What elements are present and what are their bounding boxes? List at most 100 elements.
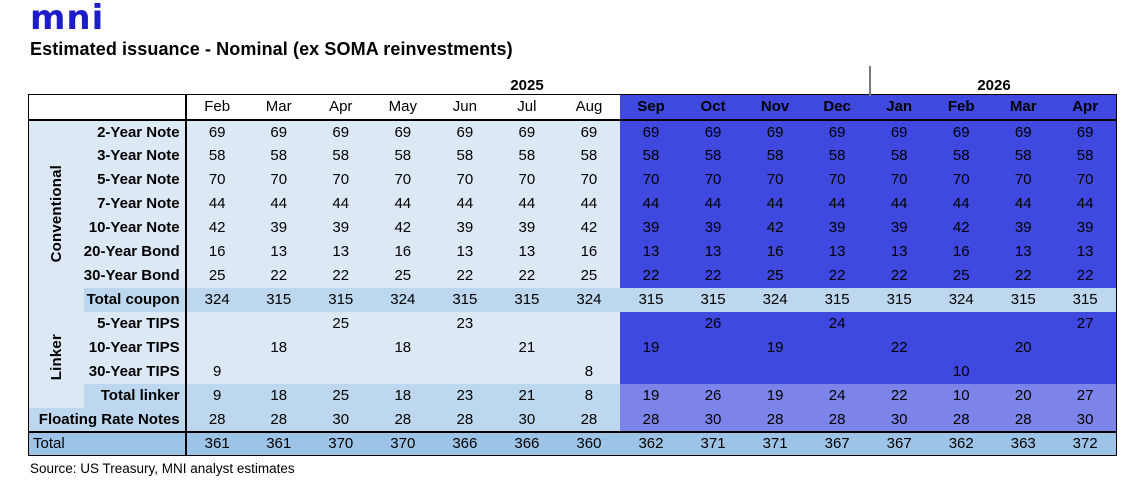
cell: 315: [806, 287, 869, 312]
cell: [557, 311, 620, 336]
cell: 19: [744, 335, 807, 360]
month-header-apr-2025: Apr: [309, 94, 372, 121]
cell: 22: [619, 263, 683, 288]
cell: 70: [433, 167, 496, 192]
cell: 13: [1054, 239, 1117, 264]
table-row: 3-Year Note 58 58 58 58 58 58 58 58 58 58 58 58 58 58 5…: [29, 143, 1117, 168]
row-label: Total coupon: [83, 287, 187, 312]
cell: 324: [557, 287, 620, 312]
report-page: mni Estimated issuance - Nominal (ex SOM…: [0, 1, 1122, 476]
cell: 69: [557, 119, 620, 144]
month-header-jun-2025: Jun: [433, 94, 496, 121]
month-header-jan-2026: Jan: [868, 94, 931, 121]
cell: 39: [806, 215, 869, 240]
row-label: 30-Year TIPS: [83, 359, 187, 384]
cell: 315: [619, 287, 683, 312]
cell: 39: [868, 215, 931, 240]
cell: 372: [1054, 430, 1117, 456]
cell: [1054, 359, 1117, 384]
table-row: Floating Rate Notes 28 28 30 28 28 30 28 28 30 28 2…: [28, 407, 1117, 432]
cell: 58: [619, 143, 683, 168]
cell: 16: [744, 239, 807, 264]
cell: 324: [371, 287, 434, 312]
cell: 22: [992, 263, 1055, 288]
cell: [247, 311, 310, 336]
row-label: Floating Rate Notes: [28, 407, 187, 432]
cell: 58: [185, 143, 248, 168]
cell: 24: [806, 383, 869, 408]
cell: 13: [682, 239, 745, 264]
cell: 69: [433, 119, 496, 144]
cell: 28: [619, 407, 683, 432]
month-header-may-2025: May: [371, 94, 434, 121]
row-label: 7-Year Note: [83, 191, 187, 216]
cell: [992, 311, 1055, 336]
cell: 44: [309, 191, 372, 216]
cell: 18: [247, 335, 310, 360]
month-header-sep-2025: Sep: [619, 94, 683, 121]
cell: 366: [433, 430, 496, 456]
cell: 44: [371, 191, 434, 216]
row-label: Total linker: [83, 383, 187, 408]
month-header-mar-2026: Mar: [992, 94, 1055, 121]
issuance-table: Feb Mar Apr May Jun Jul Aug Sep Oct Nov Dec Jan Feb M…: [28, 94, 1117, 456]
table-row: Linker 5-Year TIPS 25 23 26 24 27: [28, 311, 1117, 408]
cell: 70: [185, 167, 248, 192]
cell: 58: [247, 143, 310, 168]
cell: 362: [930, 430, 993, 456]
row-label: Total: [28, 430, 187, 456]
cell: 315: [433, 287, 496, 312]
cell: 13: [806, 239, 869, 264]
table-row: 20-Year Bond 16 13 13 16 13 13 16 13 13 16 13 13 16 13…: [29, 239, 1117, 264]
cell: 315: [868, 287, 931, 312]
cell: 70: [806, 167, 869, 192]
cell: 44: [185, 191, 248, 216]
cell: 58: [682, 143, 745, 168]
cell: [495, 311, 558, 336]
cell: 69: [682, 119, 745, 144]
month-header-feb-2026: Feb: [930, 94, 993, 121]
cell: [309, 335, 372, 360]
cell: 69: [744, 119, 807, 144]
month-header-mar-2025: Mar: [247, 94, 310, 121]
cell: [433, 359, 496, 384]
cell: [682, 359, 745, 384]
cell: [185, 335, 248, 360]
cell: 13: [247, 239, 310, 264]
cell: 16: [930, 239, 993, 264]
cell: 44: [1054, 191, 1117, 216]
cell: 30: [309, 407, 372, 432]
cell: 18: [371, 335, 434, 360]
cell: 39: [433, 215, 496, 240]
cell: 58: [309, 143, 372, 168]
cell: 25: [744, 263, 807, 288]
cell: 8: [557, 359, 620, 384]
cell: 44: [806, 191, 869, 216]
cell: 39: [682, 215, 745, 240]
cell: 25: [309, 311, 372, 336]
group-label-text: Linker: [47, 334, 65, 381]
cell: [371, 311, 434, 336]
cell: [930, 335, 993, 360]
table-row: 10-Year Note 42 39 39 42 39 39 42 39 39 42 39 39 42 39…: [29, 215, 1117, 240]
cell: 42: [744, 215, 807, 240]
cell: [868, 359, 931, 384]
cell: 363: [992, 430, 1055, 456]
table-body: Conventional 2-Year Note 69 69 69 69 69 69 69 69 6…: [28, 119, 1117, 456]
table-row: Conventional 2-Year Note 69 69 69 69 69 69 69 69 6…: [28, 119, 1117, 312]
cell: [744, 359, 807, 384]
cell: 19: [744, 383, 807, 408]
cell: [309, 359, 372, 384]
cell: 69: [1054, 119, 1117, 144]
cell: 58: [868, 143, 931, 168]
cell: 16: [185, 239, 248, 264]
cell: 58: [806, 143, 869, 168]
cell: [806, 335, 869, 360]
table-row: 7-Year Note 44 44 44 44 44 44 44 44 44 44 44 44 44 44 4…: [29, 191, 1117, 216]
cell: 30: [868, 407, 931, 432]
cell: 58: [433, 143, 496, 168]
cell: 13: [992, 239, 1055, 264]
cell: 70: [309, 167, 372, 192]
cell: 324: [930, 287, 993, 312]
cell: 69: [309, 119, 372, 144]
